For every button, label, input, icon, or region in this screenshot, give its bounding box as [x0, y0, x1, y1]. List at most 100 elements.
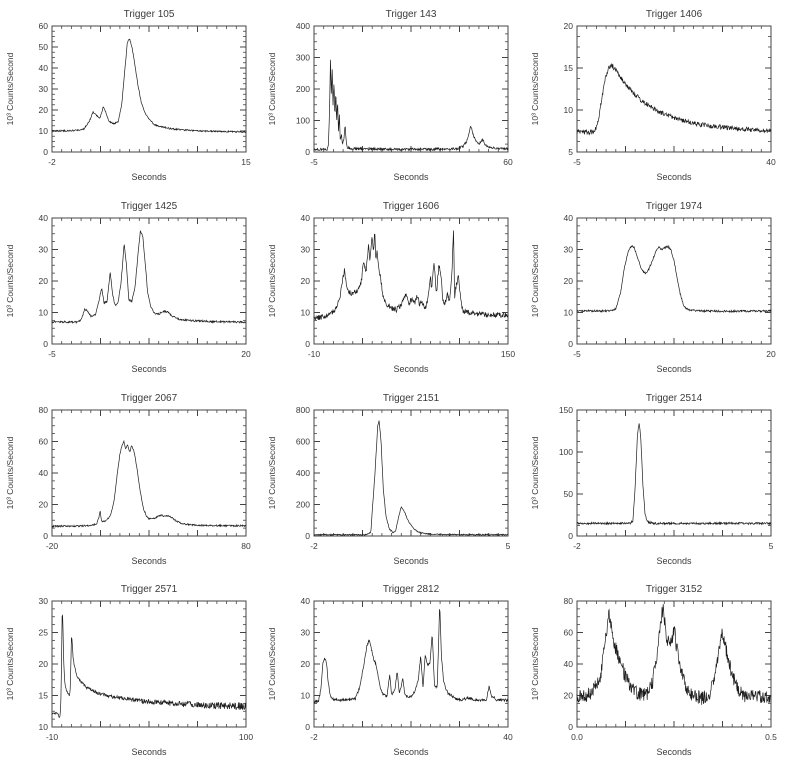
- chart-trigger-2067: 0 20 40 60 80 -20 80 Trigger 2067 Seconds 10³ Cou…: [0, 384, 262, 576]
- plot-border: [51, 409, 247, 536]
- plot-border: [576, 600, 772, 728]
- y-tick-label: 60: [39, 436, 49, 446]
- y-tick-label: 20: [563, 21, 573, 31]
- y-tick-label: 0: [306, 147, 311, 157]
- chart-trigger-3152: 0 20 40 60 80 0.0 0.5 Trigger 3152 Seconds 10³ Co…: [525, 575, 787, 767]
- chart-title: Trigger 2571: [121, 584, 178, 595]
- y-tick-label: 0: [568, 339, 573, 349]
- y-tick-label: 80: [563, 596, 573, 606]
- y-tick-label: 10: [39, 307, 49, 317]
- chart-title: Trigger 2514: [645, 393, 702, 404]
- y-tick-label: 60: [563, 628, 573, 638]
- light-curve-plot: 10 15 20 25 30 -10 100 Trigger 2571 Seconds 10³ C…: [5, 584, 253, 757]
- light-curve-plot: 0 20 40 60 80 -20 80 Trigger 2067 Seconds 10³ Cou…: [5, 393, 251, 566]
- x-axis-label: Seconds: [131, 172, 167, 182]
- chart-trigger-1974: 0 10 20 30 40 -5 20 Trigger 1974 Seconds 10³ Coun…: [525, 192, 787, 384]
- light-curve-line: [576, 63, 771, 136]
- y-axis-label: 10³ Counts/Second: [5, 436, 15, 509]
- y-tick-label: 0: [43, 147, 48, 157]
- light-curve-line: [314, 420, 509, 536]
- x-tick-label: -5: [48, 349, 56, 359]
- x-tick-label: -20: [46, 541, 59, 551]
- chart-title: Trigger 143: [386, 9, 437, 20]
- light-curve-line: [51, 38, 247, 134]
- light-curve-plot: 0 10 20 30 40 -10 150 Trigger 1606 Seconds 10³ Co…: [267, 201, 515, 374]
- y-tick-label: 30: [39, 84, 49, 94]
- light-curve-plot: 5 10 15 20 -5 40 Trigger 1406 Seconds 10³ Counts…: [530, 9, 776, 182]
- y-axis-label: 10³ Counts/Second: [530, 244, 540, 317]
- y-tick-label: 60: [39, 21, 49, 31]
- y-tick-label: 20: [301, 659, 311, 669]
- y-tick-label: 10: [301, 307, 311, 317]
- y-tick-label: 50: [39, 42, 49, 52]
- y-axis-label: 10³ Counts/Second: [5, 628, 15, 701]
- x-tick-label: -5: [311, 157, 319, 167]
- plot-border: [313, 600, 509, 728]
- y-tick-label: 40: [39, 213, 49, 223]
- light-curve-plot: 0 10 20 30 40 -2 40 Trigger 2812 Seconds 10³ Coun…: [267, 584, 514, 757]
- y-axis-label: 10³ Counts/Second: [530, 436, 540, 509]
- y-axis-label: 10³ Counts/Second: [267, 628, 277, 701]
- y-tick-label: 150: [558, 405, 572, 415]
- y-tick-label: 10: [39, 126, 49, 136]
- y-tick-label: 0: [568, 531, 573, 541]
- y-tick-label: 40: [301, 213, 311, 223]
- chart-trigger-1425: 0 10 20 30 40 -5 20 Trigger 1425 Seconds 10³ Coun…: [0, 192, 262, 384]
- x-tick-label: 0.5: [765, 732, 777, 742]
- y-tick-label: 0: [306, 722, 311, 732]
- y-tick-label: 40: [563, 659, 573, 669]
- y-tick-label: 400: [296, 21, 310, 31]
- x-tick-label: 150: [501, 349, 515, 359]
- y-tick-label: 20: [39, 499, 49, 509]
- y-tick-label: 10: [563, 105, 573, 115]
- y-tick-label: 5: [568, 147, 573, 157]
- y-tick-label: 30: [301, 244, 311, 254]
- y-tick-label: 0: [306, 531, 311, 541]
- y-tick-label: 400: [296, 468, 310, 478]
- y-tick-label: 800: [296, 405, 310, 415]
- chart-title: Trigger 2151: [383, 393, 440, 404]
- y-tick-label: 30: [301, 628, 311, 638]
- y-tick-label: 15: [39, 691, 49, 701]
- x-axis-label: Seconds: [656, 364, 692, 374]
- x-axis-label: Seconds: [656, 747, 692, 757]
- y-tick-label: 0: [306, 339, 311, 349]
- x-tick-label: 40: [504, 732, 514, 742]
- y-tick-label: 10: [39, 722, 49, 732]
- chart-trigger-143: 0 100 200 300 400 -5 60 Trigger 143 Seconds 10³ C…: [262, 0, 524, 192]
- y-tick-label: 25: [39, 628, 49, 638]
- y-tick-label: 10: [301, 691, 311, 701]
- light-curve-line: [576, 604, 771, 706]
- y-tick-label: 20: [39, 659, 49, 669]
- y-tick-label: 40: [39, 468, 49, 478]
- x-axis-label: Seconds: [131, 556, 167, 566]
- light-curve-plot: 0 100 200 300 400 -5 60 Trigger 143 Seconds 10³ C…: [267, 9, 513, 182]
- plot-border: [576, 409, 772, 536]
- plot-border: [313, 217, 509, 345]
- y-axis-label: 10³ Counts/Second: [5, 52, 15, 125]
- light-curve-line: [576, 422, 771, 526]
- light-curve-line: [313, 59, 509, 152]
- y-axis-label: 10³ Counts/Second: [530, 52, 540, 125]
- plot-border: [313, 409, 509, 536]
- x-axis-label: Seconds: [131, 364, 167, 374]
- y-axis-label: 10³ Counts/Second: [267, 244, 277, 317]
- y-axis-label: 10³ Counts/Second: [530, 628, 540, 701]
- light-curve-plot: 0 10 20 30 40 -5 20 Trigger 1425 Seconds 10³ Coun…: [5, 201, 251, 374]
- x-axis-label: Seconds: [131, 747, 167, 757]
- y-tick-label: 20: [301, 276, 311, 286]
- chart-title: Trigger 1606: [383, 201, 440, 212]
- y-tick-label: 30: [563, 244, 573, 254]
- y-tick-label: 40: [301, 596, 311, 606]
- plot-border: [51, 25, 247, 153]
- y-tick-label: 0: [568, 722, 573, 732]
- x-axis-label: Seconds: [656, 556, 692, 566]
- plot-border: [51, 217, 247, 345]
- x-tick-label: 100: [239, 732, 253, 742]
- light-curve-line: [576, 244, 771, 313]
- light-curve-line: [313, 609, 509, 705]
- y-tick-label: 100: [558, 447, 572, 457]
- chart-title: Trigger 2812: [383, 584, 440, 595]
- y-tick-label: 0: [43, 531, 48, 541]
- y-tick-label: 40: [563, 213, 573, 223]
